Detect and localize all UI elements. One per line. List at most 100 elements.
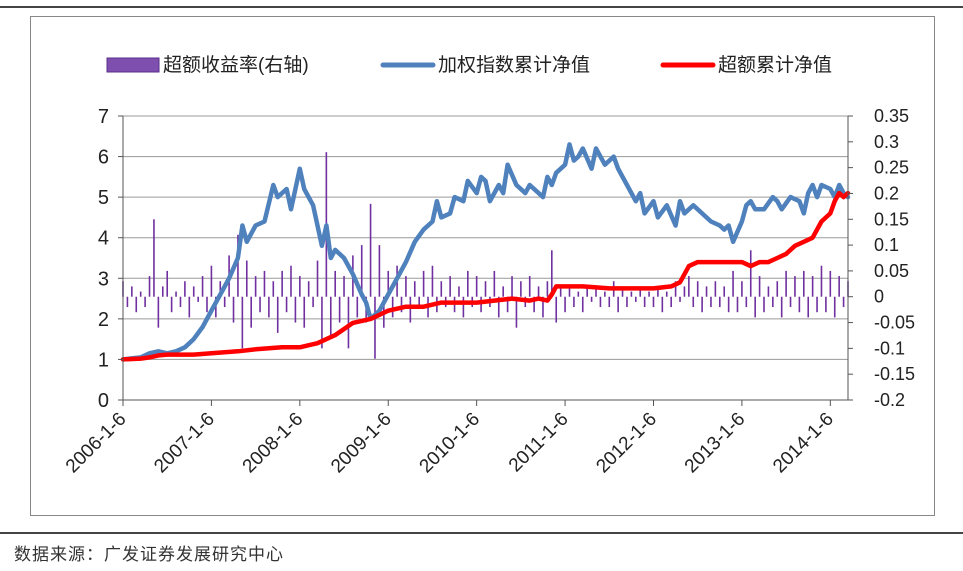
excess-return-bar — [245, 260, 248, 297]
excess-return-bar — [467, 270, 469, 297]
excess-return-bar — [604, 291, 606, 297]
excess-return-bar — [785, 270, 787, 297]
excess-return-bar — [343, 276, 345, 297]
excess-return-bar — [701, 296, 703, 313]
excess-return-bar — [528, 276, 531, 297]
y-left-tick-label: 4 — [98, 228, 109, 250]
excess-return-bar — [378, 245, 381, 297]
excess-return-bar — [573, 296, 575, 308]
excess-return-bar — [635, 296, 637, 302]
y-right-tick-label: -0.1 — [874, 338, 905, 358]
excess-return-bar — [555, 296, 558, 323]
gridlines — [123, 115, 848, 401]
excess-return-bar — [568, 286, 571, 297]
excess-return-bar — [665, 291, 668, 297]
excess-return-bar — [307, 281, 310, 297]
y-right-tick-label: 0 — [874, 287, 884, 307]
y-right-tick-label: -0.15 — [874, 364, 915, 384]
y-right-tick-label: 0.2 — [874, 183, 899, 203]
excess-return-bar — [546, 281, 549, 297]
excess-return-bar — [166, 270, 169, 297]
excess-return-bar — [816, 296, 818, 313]
excess-return-bar — [374, 296, 376, 359]
excess-return-bar — [683, 286, 686, 297]
excess-return-bar — [210, 265, 213, 297]
chart-frame: 超额收益率(右轴) 加权指数累计净值 超额累计净值 0 1 2 3 4 5 6 7 -0.2 -0… — [30, 16, 935, 516]
excess-return-bar — [754, 296, 756, 318]
excess-return-bar — [621, 286, 624, 297]
excess-return-bar — [175, 291, 177, 297]
excess-return-bar — [776, 281, 779, 297]
excess-return-bar — [170, 296, 173, 313]
excess-return-bar — [321, 296, 323, 349]
excess-return-bar — [413, 281, 416, 297]
index-nav-line — [120, 142, 851, 362]
excess-return-bar — [449, 276, 451, 297]
excess-return-bar — [263, 270, 266, 297]
excess-nav-line — [120, 190, 851, 362]
excess-return-bar — [290, 265, 292, 297]
excess-return-bar — [391, 296, 394, 318]
excess-return-bar — [493, 270, 496, 297]
excess-return-bar — [206, 296, 208, 313]
excess-return-bar — [506, 296, 509, 313]
excess-return-bar — [643, 296, 646, 308]
excess-return-bar — [745, 296, 748, 308]
excess-return-bar — [458, 286, 460, 297]
excess-return-bar — [723, 286, 726, 297]
excess-return-bar — [590, 296, 593, 302]
y-left-tick-label: 2 — [98, 309, 109, 331]
excess-return-bar — [418, 296, 420, 308]
excess-return-bar — [139, 291, 142, 297]
excess-return-bar — [758, 276, 761, 297]
excess-return-bar — [223, 296, 226, 308]
excess-return-bar — [462, 296, 465, 318]
excess-return-bar — [688, 276, 690, 297]
excess-return-bar — [657, 286, 659, 297]
excess-return-bar — [192, 286, 195, 297]
excess-return-bar — [254, 276, 257, 297]
excess-return-bar — [250, 296, 253, 328]
excess-return-bar — [281, 270, 283, 297]
excess-return-bar — [692, 296, 695, 308]
excess-return-bar — [475, 276, 478, 297]
legend-swatch-bars — [106, 57, 160, 73]
legend-label-blue: 加权指数累计净值 — [438, 54, 590, 76]
excess-return-bar — [502, 286, 504, 297]
axes: 0 1 2 3 4 5 6 7 -0.2 -0.15 -0.1 -0.05 0 0.05 0.1 0.15 0.… — [62, 106, 915, 477]
excess-return-bar — [387, 270, 390, 297]
y-left-tick-label: 3 — [98, 268, 109, 290]
excess-return-bar — [201, 276, 204, 297]
excess-return-bar — [802, 270, 805, 297]
excess-return-bar — [789, 296, 792, 308]
x-tick-label: 2008-1-6 — [239, 409, 308, 478]
excess-return-bar — [276, 296, 279, 333]
excess-return-bar — [232, 296, 235, 323]
legend-label-bars: 超额收益率(右轴) — [163, 54, 309, 76]
series-lines — [120, 142, 851, 362]
excess-return-bar — [338, 296, 341, 323]
excess-return-bar — [241, 296, 244, 349]
x-tick-label: 2006-1-6 — [62, 409, 131, 478]
x-tick-label: 2007-1-6 — [150, 409, 219, 478]
excess-return-bar — [533, 296, 535, 313]
excess-return-bar — [714, 281, 717, 297]
excess-return-bar — [329, 296, 332, 339]
excess-return-bar — [515, 296, 518, 328]
excess-return-bar — [480, 296, 482, 313]
chart-legend: 超额收益率(右轴) 加权指数累计净值 超额累计净值 — [106, 54, 832, 76]
excess-return-bar — [219, 281, 222, 297]
y-left-tick-label: 5 — [98, 187, 109, 209]
x-tick-label: 2014-1-6 — [769, 409, 838, 478]
excess-return-bar — [829, 270, 832, 297]
excess-return-bar — [431, 265, 434, 297]
excess-return-bar — [197, 296, 199, 302]
bottom-rule — [0, 532, 963, 534]
excess-return-bar — [741, 281, 743, 297]
excess-return-bar — [718, 296, 721, 308]
excess-return-bar — [772, 296, 774, 308]
excess-return-bar — [369, 203, 372, 297]
excess-return-bar — [126, 296, 129, 308]
excess-return-bar — [334, 270, 336, 297]
excess-return-bar — [670, 296, 672, 308]
